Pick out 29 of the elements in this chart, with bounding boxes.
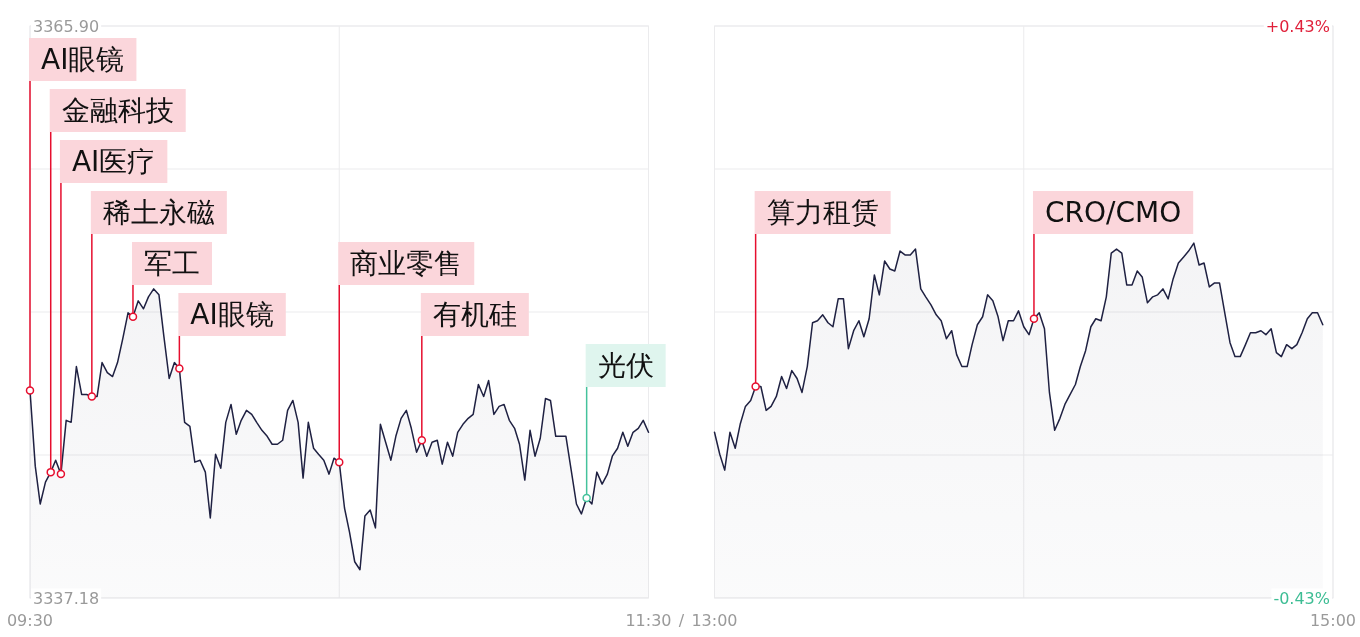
point xyxy=(25,386,35,395)
annotation: 金融科技 xyxy=(61,94,174,127)
text: -0.43% xyxy=(1273,588,1330,608)
annotation: 稀土永磁 xyxy=(102,196,215,229)
y-tick-label: 3365.90 xyxy=(33,16,100,36)
annotation: 有机硅 xyxy=(432,298,517,331)
point xyxy=(46,467,55,477)
x-tick-label: 11:30 xyxy=(625,610,672,630)
annotation: AI医疗 xyxy=(71,145,156,178)
point xyxy=(128,312,138,322)
annotation: AI眼镜 xyxy=(41,43,125,76)
point xyxy=(175,364,184,373)
point xyxy=(582,493,591,503)
x-tick-label: 09:30 xyxy=(6,610,54,630)
annotation: 光伏 xyxy=(597,349,654,382)
annotation: 算力租赁 xyxy=(766,196,879,229)
text: +0.43% xyxy=(1265,16,1330,36)
y-tick-label: 3337.18 xyxy=(33,588,100,608)
x-tick-label: 13:00 xyxy=(691,610,738,630)
x-tick-label: 15:00 xyxy=(1309,610,1357,630)
point xyxy=(335,457,344,467)
annotation: CRO/CMO xyxy=(1044,196,1182,229)
annotation: AI眼镜 xyxy=(190,298,274,331)
point xyxy=(417,436,427,445)
point xyxy=(56,469,66,479)
text: / xyxy=(678,610,685,630)
annotation: 商业零售 xyxy=(350,247,463,280)
annotation: 军工 xyxy=(143,247,200,280)
point xyxy=(87,392,97,401)
